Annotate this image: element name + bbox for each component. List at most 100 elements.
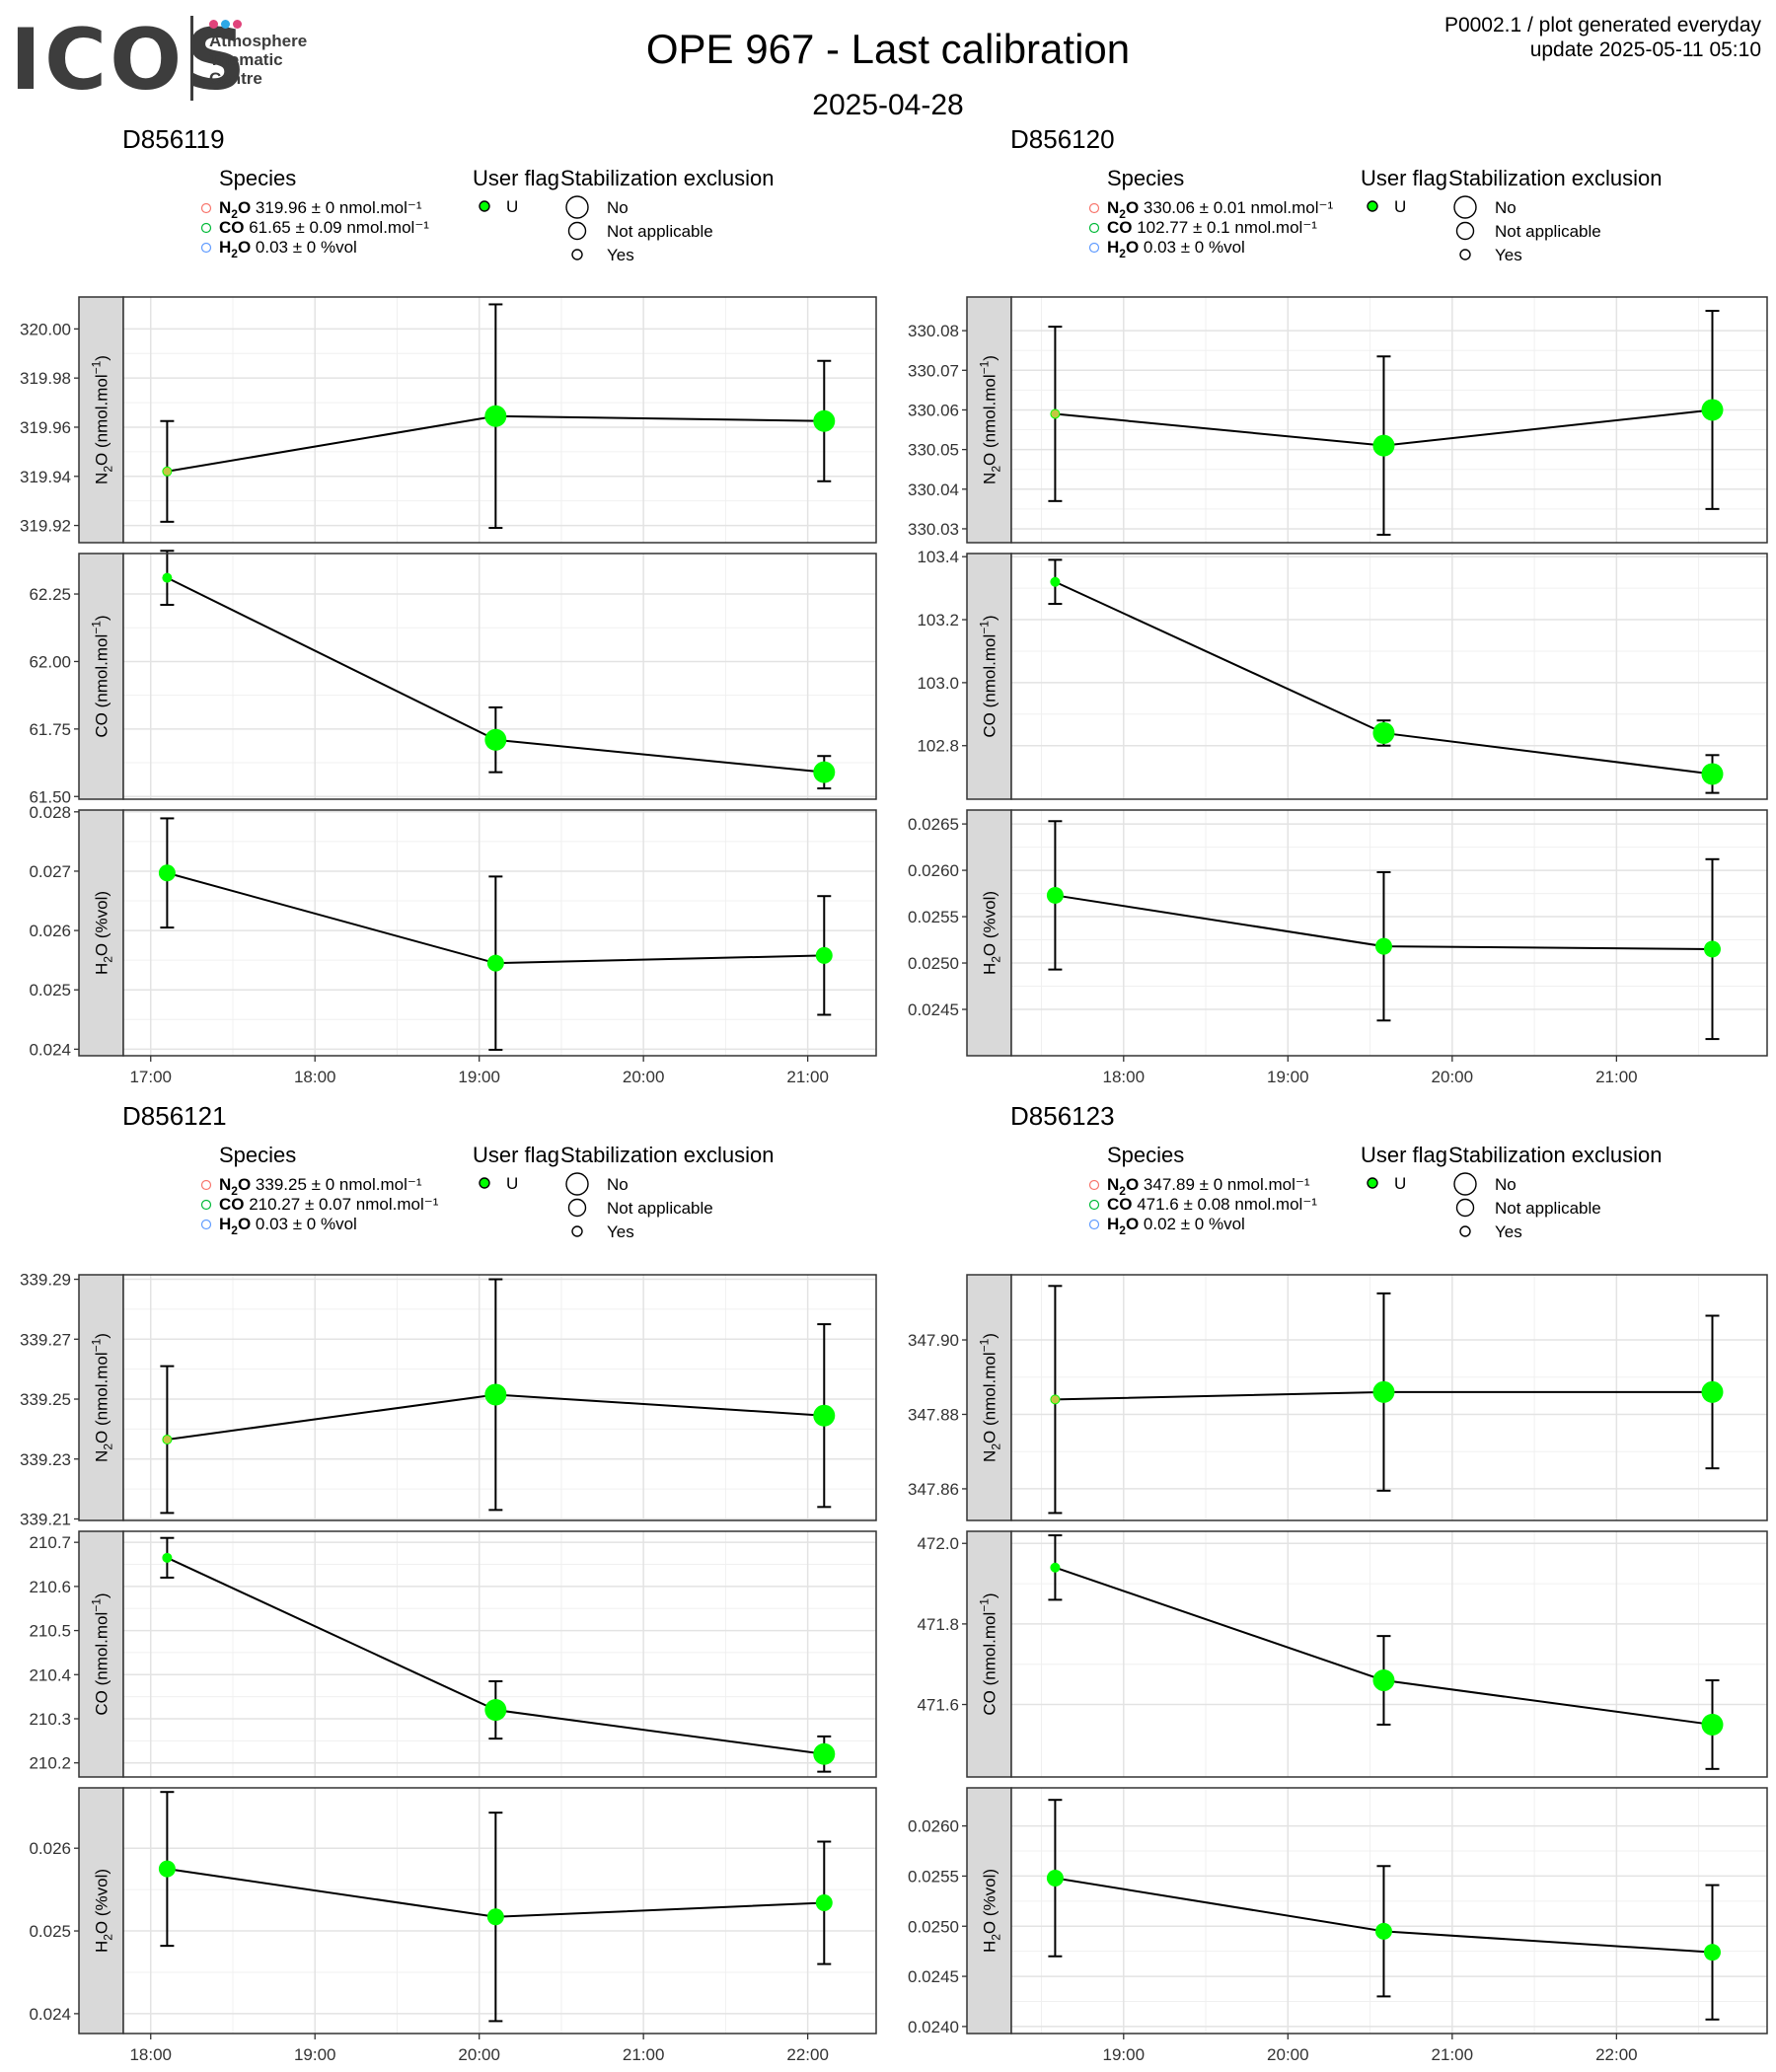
chart-D856119: D856119 Species User flag Stabilization exc… (20, 124, 877, 1086)
y-tick-label: 103.0 (917, 674, 959, 693)
y-tick-label: 330.07 (908, 361, 959, 380)
data-point (162, 1552, 173, 1563)
legend-key-user-flag (479, 1177, 490, 1189)
legend-label-H2O: H2O 0.03 ± 0 %vol (1107, 238, 1245, 260)
data-point (484, 405, 507, 427)
strip-label: CO (nmol.mol−1) (978, 1592, 999, 1715)
legend-label-H2O: H2O 0.03 ± 0 %vol (219, 1215, 357, 1237)
panel-border (122, 296, 877, 544)
y-tick-label: 210.4 (29, 1665, 71, 1684)
legend-label-stabilization-0: No (1495, 198, 1517, 217)
y-tick-label: 103.4 (917, 548, 959, 566)
legend-key-stabilization-0 (565, 195, 589, 219)
panel-border (122, 1787, 877, 2035)
data-point (1701, 399, 1724, 421)
data-point (815, 946, 833, 964)
y-tick-label: 0.024 (29, 1040, 71, 1059)
legend-title-stabilization: Stabilization exclusion (1448, 1143, 1662, 1167)
panel-border (122, 553, 877, 800)
panel-1: 61.50 61.75 62.00 62.25 CO (nmol.mol−1) (29, 550, 877, 806)
legend-label-N2O: N2O 347.89 ± 0 nmol.mol⁻¹ (1107, 1175, 1310, 1198)
y-tick-label: 0.025 (29, 981, 71, 999)
y-tick-label: 319.98 (20, 369, 71, 388)
chart-title: D856121 (122, 1101, 227, 1131)
chart-title: D856123 (1010, 1101, 1115, 1131)
y-tick-label: 319.96 (20, 418, 71, 437)
x-tick-label: 20:00 (1267, 2045, 1309, 2064)
panel-2: 0.0245 0.0250 0.0255 0.0260 0.0265 H2O (%vol) (908, 809, 1768, 1057)
legend-label-user-flag: U (1394, 197, 1406, 216)
data-point (486, 954, 504, 972)
y-tick-label: 472.0 (917, 1534, 959, 1553)
legend-key-H2O (1088, 242, 1100, 254)
logo-line-1: Atmosphere (209, 32, 308, 50)
legend-title-user-flag: User flag (1361, 166, 1447, 190)
y-tick-label: 0.027 (29, 862, 71, 881)
legend-key-H2O (1088, 1219, 1100, 1230)
chart-D856120: D856120 Species User flag Stabilization exc… (908, 124, 1768, 1086)
y-tick-label: 339.21 (20, 1510, 71, 1528)
y-tick-label: 103.2 (917, 611, 959, 629)
legend-key-stabilization-1 (567, 1198, 587, 1218)
strip-label: H2O (%vol) (93, 891, 115, 975)
data-point (813, 761, 836, 783)
panel-strip (78, 1787, 124, 2035)
legend-key-H2O (200, 1219, 212, 1230)
panel-strip (78, 296, 124, 544)
data-point (1701, 1380, 1724, 1403)
panel-background (1011, 1531, 1767, 1777)
data-point (1372, 721, 1395, 744)
y-tick-label: 102.8 (917, 737, 959, 756)
page-title: OPE 967 - Last calibration (645, 26, 1131, 72)
legend-title-stabilization: Stabilization exclusion (560, 1143, 774, 1167)
panel-border (122, 1530, 877, 1778)
y-tick-label: 319.92 (20, 517, 71, 536)
legend-key-stabilization-2 (571, 249, 583, 260)
legend-key-stabilization-0 (565, 1172, 589, 1196)
x-tick-label: 19:00 (294, 2045, 336, 2064)
legend-key-stabilization-0 (1453, 1172, 1477, 1196)
legend-key-stabilization-0 (1453, 195, 1477, 219)
y-tick-label: 0.0245 (908, 1967, 959, 1986)
legend-title-stabilization: Stabilization exclusion (560, 166, 774, 190)
x-tick-label: 20:00 (1432, 1068, 1474, 1086)
x-tick-label: 18:00 (1103, 1068, 1146, 1086)
legend-key-N2O (1088, 1179, 1100, 1191)
y-tick-label: 0.0260 (908, 1817, 959, 1836)
panel-strip (78, 809, 124, 1057)
legend-label-stabilization-0: No (607, 198, 629, 217)
y-tick-label: 0.0250 (908, 954, 959, 973)
panel-strip (966, 1274, 1012, 1521)
panel-border (1010, 809, 1768, 1057)
legend-label-user-flag: U (506, 1174, 518, 1193)
x-tick-label: 21:00 (1595, 1068, 1638, 1086)
y-tick-label: 62.00 (29, 652, 71, 671)
y-tick-label: 210.5 (29, 1622, 71, 1641)
legend-title-user-flag: User flag (473, 166, 559, 190)
legend-label-stabilization-2: Yes (607, 1222, 634, 1241)
legend-key-CO (200, 1199, 212, 1211)
panel-strip (966, 1787, 1012, 2035)
icos-logo-wordmark: ICOS (10, 11, 250, 110)
data-point (158, 1860, 176, 1878)
y-tick-label: 210.3 (29, 1710, 71, 1729)
data-point (1046, 886, 1064, 904)
panel-0: 330.03 330.04 330.05 330.06 330.07 330.08 N2O … (908, 296, 1768, 544)
legend-key-user-flag (1367, 200, 1378, 212)
panel-strip (78, 1530, 124, 1778)
legend-label-H2O: H2O 0.03 ± 0 %vol (219, 238, 357, 260)
x-tick-label: 21:00 (786, 1068, 829, 1086)
data-point (1050, 576, 1061, 587)
y-tick-label: 471.8 (917, 1615, 959, 1634)
data-point (1372, 1380, 1395, 1403)
panel-1: 471.6 471.8 472.0 CO (nmol.mol−1) (917, 1530, 1768, 1778)
panel-1: 102.8 103.0 103.2 103.4 CO (nmol.mol−1) (917, 548, 1768, 800)
y-tick-label: 330.05 (908, 441, 959, 460)
legend-label-CO: CO 210.27 ± 0.07 nmol.mol⁻¹ (219, 1195, 439, 1214)
panel-border (122, 1274, 877, 1521)
legend-label-N2O: N2O 330.06 ± 0.01 nmol.mol⁻¹ (1107, 198, 1333, 221)
panel-background (1011, 1788, 1767, 2034)
y-tick-label: 330.08 (908, 322, 959, 340)
legend-key-N2O (200, 1179, 212, 1191)
